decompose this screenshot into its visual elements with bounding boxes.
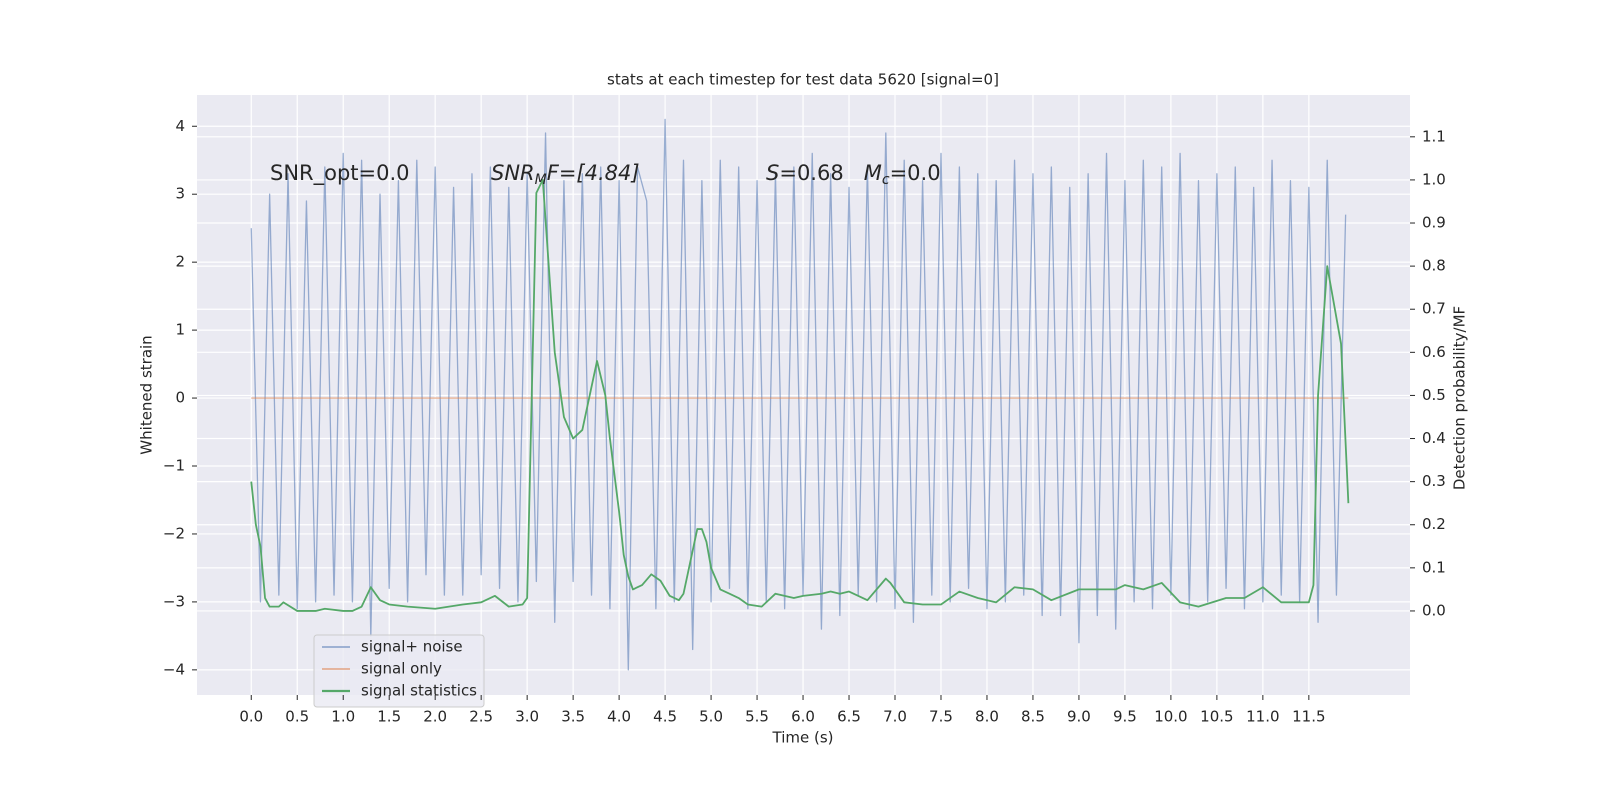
- x-axis-label: Time (s): [772, 729, 834, 747]
- y2-tick-label: 0.8: [1422, 257, 1446, 275]
- y2-tick-label: 1.0: [1422, 170, 1446, 188]
- x-tick-label: 11.5: [1292, 708, 1325, 726]
- y-tick-label: −3: [163, 592, 185, 610]
- y-tick-label: 3: [175, 185, 185, 203]
- x-tick-label: 6.0: [791, 708, 815, 726]
- y-tick-label: −4: [163, 660, 185, 678]
- y2-tick-label: 1.1: [1422, 127, 1446, 145]
- x-tick-label: 2.5: [469, 708, 493, 726]
- y2-tick-label: 0.3: [1422, 472, 1446, 490]
- x-tick-label: 7.0: [883, 708, 907, 726]
- y-tick-label: 2: [175, 253, 185, 271]
- annotation: SNRMF=[4.84]: [491, 161, 640, 188]
- y2-tick-label: 0.9: [1422, 214, 1446, 232]
- legend: signal+ noise signal only signal statistic…: [313, 634, 485, 708]
- annotation-part: S: [766, 161, 779, 185]
- x-tick-label: 7.5: [929, 708, 953, 726]
- annotation: SNR_opt=0.0: [270, 161, 410, 186]
- legend-box: [313, 634, 485, 708]
- legend-label: signal statistics: [361, 682, 477, 700]
- y2-tick-label: 0.7: [1422, 300, 1446, 318]
- x-tick-label: 9.0: [1067, 708, 1091, 726]
- y-tick-label: 0: [175, 389, 185, 407]
- x-tick-label: 8.5: [1021, 708, 1045, 726]
- annotation-part: =0.0: [890, 161, 941, 185]
- x-tick-label: 0.5: [285, 708, 309, 726]
- x-tick-label: 4.0: [607, 708, 631, 726]
- legend-label: signal only: [361, 660, 442, 678]
- x-tick-label: 10.5: [1200, 708, 1233, 726]
- annotation-part: M: [864, 161, 882, 185]
- y-tick-label: −1: [163, 457, 185, 475]
- annotation-part: SNR: [491, 161, 535, 185]
- x-tick-label: 1.5: [377, 708, 401, 726]
- x-tick-label: 1.0: [331, 708, 355, 726]
- series-line: [250, 118, 1347, 671]
- x-tick-label: 3.0: [515, 708, 539, 726]
- y-tick-label: 1: [175, 321, 185, 339]
- annotation-part: c: [882, 172, 890, 188]
- annotation-part: M: [535, 172, 547, 188]
- x-tick-label: 8.0: [975, 708, 999, 726]
- series-line: [250, 179, 1350, 612]
- x-tick-label: 2.0: [423, 708, 447, 726]
- x-tick-label: 5.5: [745, 708, 769, 726]
- marks: [250, 118, 1350, 671]
- x-tick-label: 5.0: [699, 708, 723, 726]
- x-tick-label: 11.0: [1246, 708, 1279, 726]
- y2-tick-label: 0.2: [1422, 515, 1446, 533]
- y-tick-label: 4: [175, 117, 185, 135]
- y-tick-label: −2: [163, 524, 185, 542]
- x-tick-label: 3.5: [561, 708, 585, 726]
- y2-tick-label: 0.0: [1422, 601, 1446, 619]
- y2-tick-label: 0.1: [1422, 558, 1446, 576]
- annotation-part: F=[4.84]: [547, 161, 640, 185]
- x-tick-label: 0.0: [239, 708, 263, 726]
- x-tick-label: 4.5: [653, 708, 677, 726]
- x-tick-label: 10.0: [1154, 708, 1187, 726]
- y-axis-label: Whitened strain: [138, 335, 156, 454]
- chart-title: stats at each timestep for test data 562…: [607, 71, 999, 89]
- legend-label: signal+ noise: [361, 638, 463, 656]
- x-tick-label: 9.5: [1113, 708, 1137, 726]
- annotation-part: =0.68: [779, 161, 863, 185]
- y2-tick-label: 0.5: [1422, 386, 1446, 404]
- y2-tick-label: 0.4: [1422, 429, 1446, 447]
- annotation: S=0.68 Mc=0.0: [766, 161, 941, 188]
- y2-tick-label: 0.6: [1422, 343, 1446, 361]
- y2-axis-label: Detection probability/MF: [1451, 306, 1469, 490]
- x-tick-label: 6.5: [837, 708, 861, 726]
